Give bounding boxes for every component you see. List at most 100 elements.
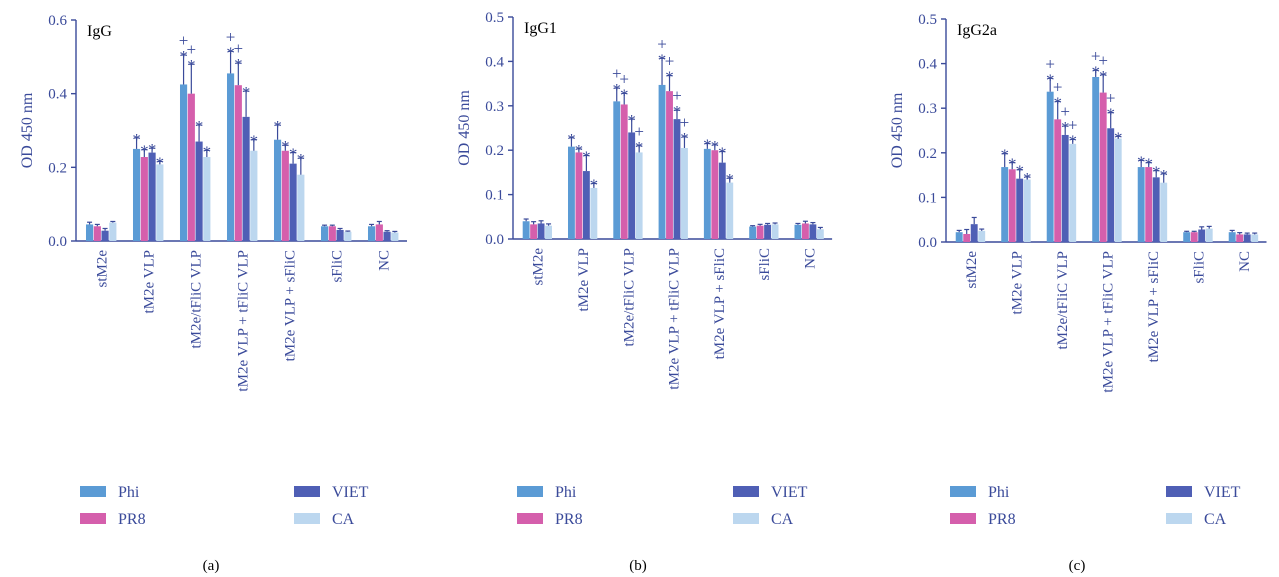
- bar-pr8: [187, 93, 195, 242]
- bar-pr8: [801, 223, 809, 239]
- bar-phi: [1183, 232, 1191, 242]
- significance-star: *: [132, 130, 141, 149]
- bar-pr8: [375, 224, 383, 241]
- bar-viet: [242, 116, 250, 241]
- bar-ca: [771, 224, 779, 239]
- legend-swatch-pr8: [80, 513, 106, 524]
- bar-pr8: [756, 225, 764, 239]
- bar-viet: [970, 224, 978, 242]
- chart-panel-2: 0.00.10.20.30.40.5OD 450 nmIgG1stM2e****…: [456, 10, 833, 574]
- x-category-label: stM2e: [964, 251, 980, 289]
- significance-star: *: [1068, 131, 1077, 150]
- significance-star: *: [612, 80, 621, 99]
- y-tick-label: 0.5: [485, 10, 504, 26]
- bar-phi: [955, 232, 963, 242]
- significance-star: *: [195, 117, 204, 136]
- y-tick-label: 0.6: [48, 13, 67, 29]
- bar-pr8: [1054, 119, 1062, 242]
- significance-star: *: [242, 83, 251, 102]
- y-tick-label: 0.5: [918, 12, 937, 28]
- significance-star: *: [1099, 67, 1108, 86]
- panel-title: IgG2a: [957, 22, 997, 39]
- bar-phi: [320, 226, 329, 241]
- y-axis-label: OD 450 nm: [456, 90, 473, 166]
- x-category-label: tM2e VLP + sFliC: [1146, 251, 1162, 362]
- bar-pr8: [93, 226, 101, 241]
- y-tick-label: 0.4: [485, 54, 504, 70]
- y-tick-label: 0.0: [48, 234, 67, 250]
- x-category-label: NC: [802, 248, 818, 269]
- legend-label-phi: Phi: [118, 484, 140, 501]
- x-category-label: tM2e VLP + tFliC VLP: [667, 248, 683, 390]
- significance-star: *: [1061, 118, 1070, 137]
- significance-plus: +: [187, 40, 197, 59]
- bar-ca: [391, 232, 399, 241]
- bar-ca: [545, 225, 552, 239]
- legend-label-pr8: PR8: [988, 511, 1016, 528]
- y-axis-label: OD 450 nm: [19, 92, 36, 168]
- significance-plus: +: [1106, 89, 1116, 108]
- x-category-label: sFliC: [330, 250, 346, 283]
- legend-swatch-ca: [1166, 513, 1192, 524]
- significance-star: *: [1144, 155, 1153, 174]
- bar-pr8: [140, 157, 148, 241]
- x-category-label: tM2e VLP + sFliC: [712, 248, 728, 359]
- legend-label-pr8: PR8: [118, 511, 146, 528]
- x-category-label: sFliC: [757, 248, 773, 281]
- x-category-label: tM2e/tFliC VLP: [621, 248, 637, 347]
- panel-label: (b): [629, 558, 647, 574]
- significance-star: *: [718, 144, 727, 163]
- significance-star: *: [703, 136, 712, 155]
- significance-plus: +: [1098, 51, 1108, 70]
- x-category-label: NC: [1237, 251, 1253, 272]
- x-category-label: tM2e VLP: [142, 250, 158, 313]
- bar-viet: [764, 224, 772, 239]
- bar-phi: [613, 101, 621, 239]
- significance-star: *: [673, 102, 682, 121]
- significance-plus: +: [1068, 115, 1078, 134]
- bar-pr8: [575, 152, 583, 239]
- legend-swatch-viet: [1166, 486, 1192, 497]
- bar-phi: [794, 224, 802, 239]
- significance-star: *: [1008, 155, 1017, 174]
- significance-star: *: [1159, 166, 1168, 185]
- bar-pr8: [530, 224, 538, 239]
- y-tick-label: 0.3: [918, 101, 937, 117]
- bar-phi: [179, 84, 188, 241]
- legend-label-pr8: PR8: [555, 511, 583, 528]
- y-tick-label: 0.2: [485, 143, 504, 159]
- y-tick-label: 0.4: [48, 87, 67, 103]
- bar-phi: [1046, 91, 1054, 242]
- bar-pr8: [1145, 167, 1153, 242]
- bar-viet: [383, 231, 391, 241]
- x-category-label: tM2e/tFliC VLP: [189, 250, 205, 349]
- panel-title: IgG: [87, 23, 112, 40]
- bar-pr8: [281, 150, 289, 241]
- legend-label-ca: CA: [332, 511, 355, 528]
- bar-viet: [582, 171, 590, 239]
- significance-star: *: [627, 111, 636, 130]
- legend-label-ca: CA: [1204, 511, 1227, 528]
- significance-star: *: [250, 132, 259, 151]
- panel-label: (a): [203, 558, 220, 574]
- significance-plus: +: [234, 39, 244, 58]
- bar-pr8: [666, 91, 673, 239]
- bar-ca: [1205, 228, 1213, 242]
- legend-swatch-phi: [950, 486, 976, 497]
- legend-swatch-viet: [733, 486, 759, 497]
- y-axis-label: OD 450 nm: [889, 92, 906, 168]
- significance-plus: +: [680, 113, 690, 132]
- significance-star: *: [726, 170, 735, 189]
- x-category-label: tM2e/tFliC VLP: [1055, 251, 1071, 350]
- y-tick-label: 0.1: [918, 190, 937, 206]
- bar-ca: [681, 147, 688, 239]
- significance-plus: +: [634, 122, 644, 141]
- bar-ca: [250, 150, 258, 241]
- bar-ca: [726, 182, 734, 239]
- y-tick-label: 0.2: [48, 160, 67, 176]
- bar-ca: [297, 174, 305, 241]
- bar-pr8: [1008, 169, 1016, 242]
- bar-viet: [537, 223, 545, 239]
